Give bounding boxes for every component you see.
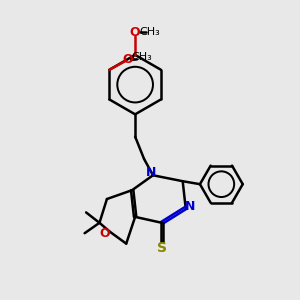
Text: CH₃: CH₃ [140, 27, 160, 37]
Text: O: O [130, 26, 140, 38]
Text: S: S [157, 241, 167, 255]
Text: N: N [146, 166, 156, 179]
Text: CH₃: CH₃ [132, 52, 152, 62]
Text: N: N [185, 200, 195, 213]
Text: O: O [122, 53, 133, 66]
Text: O: O [99, 227, 110, 240]
